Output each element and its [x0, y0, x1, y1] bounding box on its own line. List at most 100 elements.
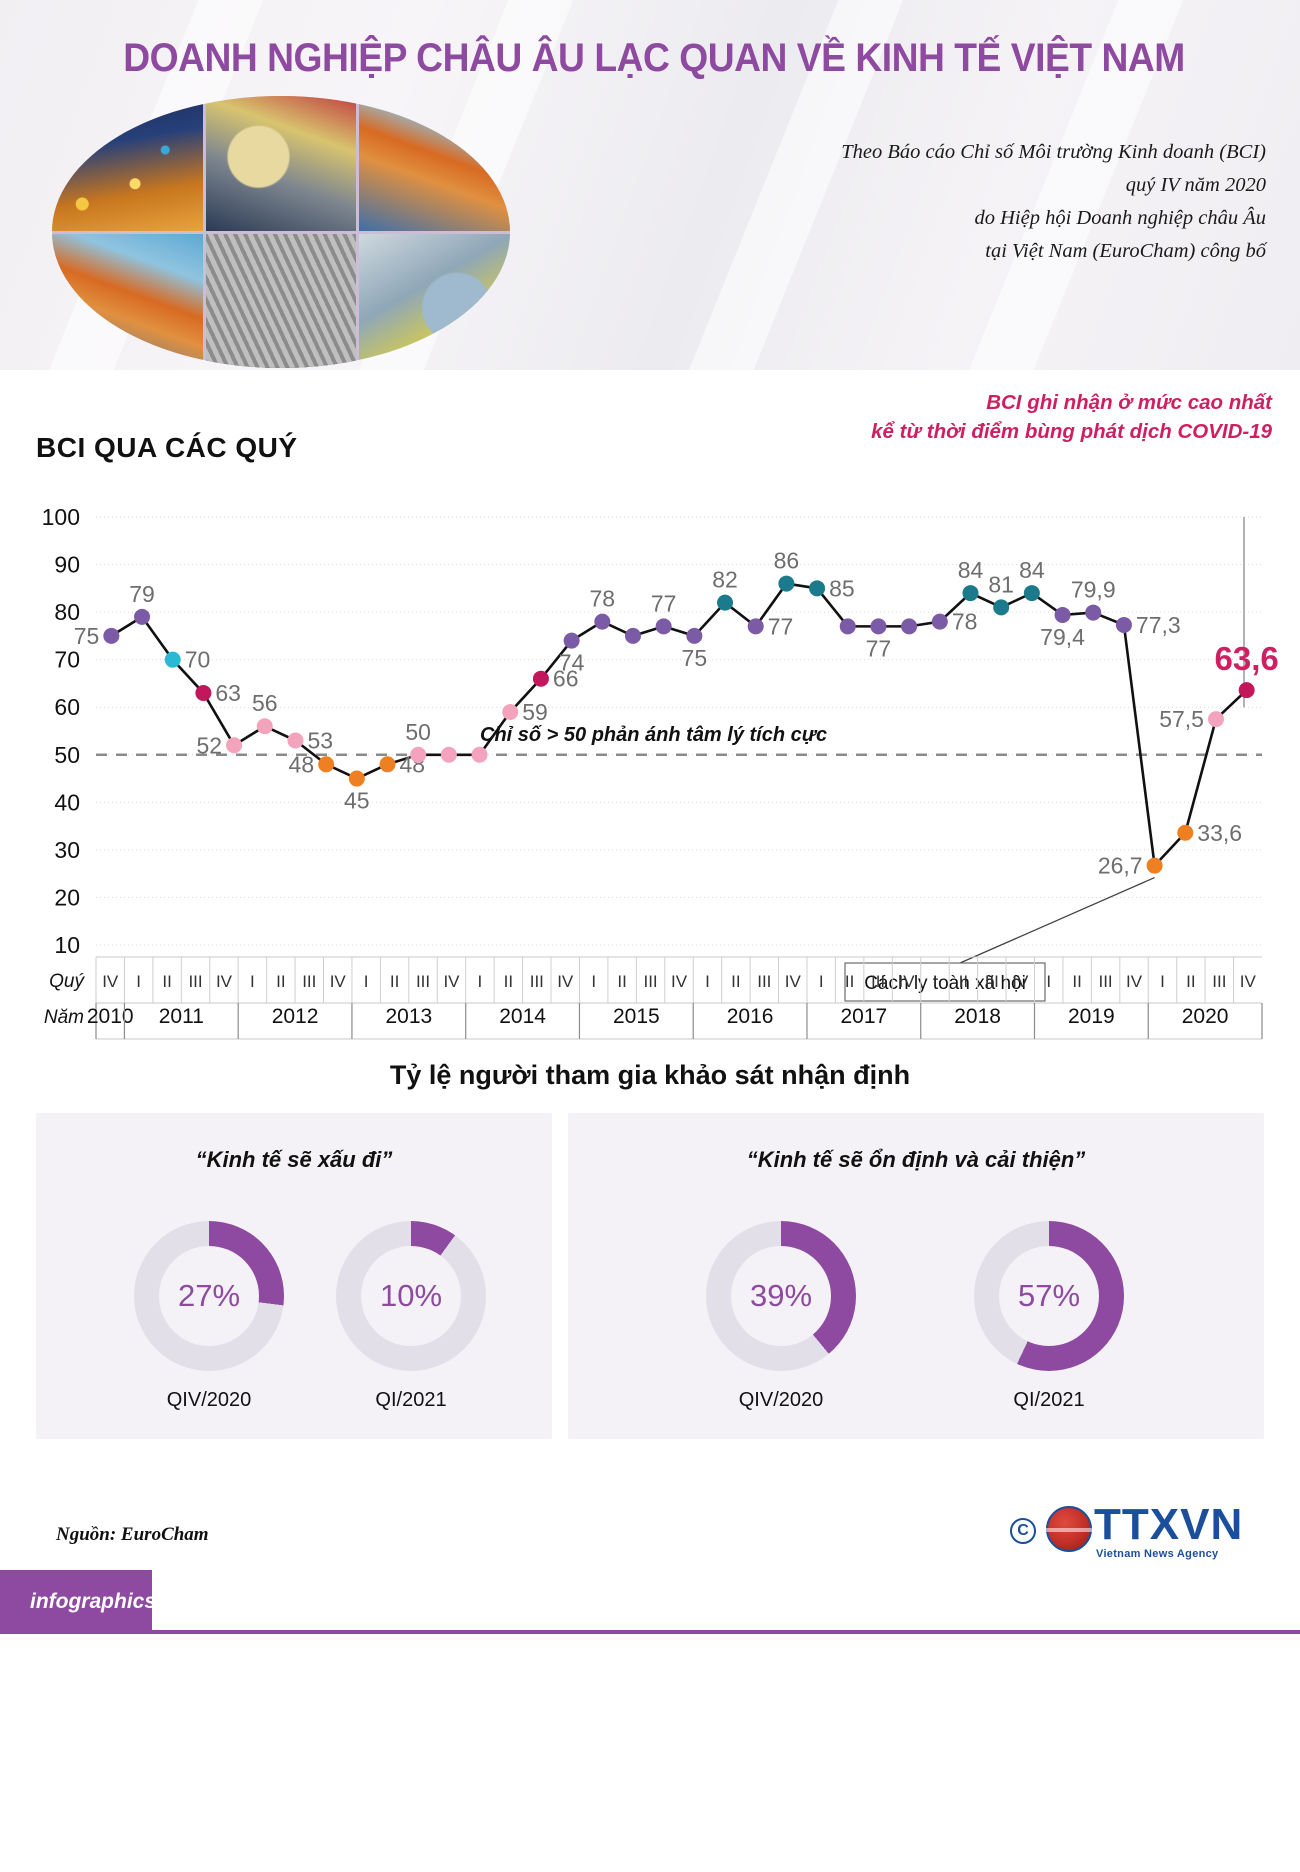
- data-point: [870, 618, 887, 635]
- data-point: [686, 627, 703, 644]
- donut-hole: 57%: [999, 1246, 1099, 1346]
- x-axis-quarter: II: [1186, 972, 1195, 991]
- photo-container-port: [52, 233, 203, 368]
- globe-icon: [1046, 1506, 1092, 1552]
- data-point: [348, 770, 365, 787]
- data-point: [379, 756, 396, 773]
- callout-label: Cách ly toàn xã hội: [864, 973, 1026, 994]
- subtitle-line: tại Việt Nam (EuroCham) công bố: [985, 240, 1266, 262]
- data-label: 48: [289, 751, 315, 777]
- y-axis-tick: 40: [54, 789, 80, 815]
- x-axis-quarter: IV: [216, 972, 233, 991]
- data-label: 78: [589, 586, 615, 612]
- page-title: DOANH NGHIỆP CHÂU ÂU LẠC QUAN VỀ KINH TẾ…: [123, 36, 1185, 80]
- data-label: 66: [553, 666, 579, 692]
- y-axis-tick: 70: [54, 647, 80, 673]
- footer-bar: [0, 1570, 1300, 1872]
- data-label: 52: [196, 732, 222, 758]
- subtitle-line: do Hiệp hội Doanh nghiệp châu Âu: [974, 207, 1266, 229]
- data-point: [256, 718, 273, 735]
- data-label: 53: [307, 728, 333, 754]
- x-axis-year: 2019: [1068, 1005, 1115, 1028]
- x-axis-quarter: I: [933, 972, 938, 991]
- panel-economy-worse: “Kinh tế sẽ xấu đi” 27% QIV/2020 10% QI/…: [36, 1113, 552, 1439]
- site-url: infographics.vn: [30, 1590, 187, 1613]
- data-point: [901, 618, 918, 635]
- x-axis-quarter: II: [845, 972, 854, 991]
- x-axis-quarter: III: [1098, 972, 1112, 991]
- donuts-heading: Tỷ lệ người tham gia khảo sát nhận định: [389, 1060, 911, 1090]
- data-point: [226, 737, 243, 754]
- donut-worse-q1-2021: 10% QI/2021: [336, 1221, 486, 1411]
- logo-wordmark: TTXVN: [1094, 1500, 1244, 1549]
- data-point: [1238, 682, 1255, 699]
- x-axis-year: 2014: [499, 1005, 546, 1028]
- x-axis-quarter: II: [276, 972, 285, 991]
- donut-stable-q1-2021: 57% QI/2021: [974, 1221, 1124, 1411]
- data-label: 85: [829, 575, 855, 601]
- x-axis-quarter: I: [819, 972, 824, 991]
- footer-white-band: [0, 1570, 1300, 1630]
- donut-stable-q4-2020: 39% QIV/2020: [706, 1221, 856, 1411]
- data-point: [655, 618, 672, 635]
- data-label: 77: [651, 590, 677, 616]
- photo-factory-machinery: [205, 96, 357, 231]
- data-label: 84: [958, 557, 984, 583]
- data-point: [809, 580, 826, 597]
- year-axis-label: Năm: [44, 1007, 84, 1028]
- x-axis-year: 2020: [1182, 1005, 1229, 1028]
- y-axis-tick: 10: [54, 932, 80, 958]
- x-axis-quarter: II: [731, 972, 740, 991]
- donut-percent: 10%: [379, 1278, 443, 1313]
- x-axis-quarter: IV: [1240, 972, 1257, 991]
- ttxvn-logo: C TTXVN Vietnam News Agency: [1010, 1496, 1270, 1576]
- x-axis-quarter: IV: [1126, 972, 1143, 991]
- x-axis-quarter: III: [1212, 972, 1226, 991]
- panel-label: “Kinh tế sẽ xấu đi”: [195, 1147, 393, 1172]
- note-line: BCI ghi nhận ở mức cao nhất: [986, 391, 1272, 414]
- x-axis-year: 2018: [954, 1005, 1001, 1028]
- data-point: [594, 613, 611, 630]
- footer-purple-block: [0, 1570, 152, 1630]
- note-line: kể từ thời điểm bùng phát dịch COVID-19: [871, 420, 1272, 443]
- footer-accent-line: [0, 1630, 1300, 1634]
- threshold-note: Chỉ số > 50 phản ánh tâm lý tích cực: [480, 724, 827, 746]
- data-label: 77,3: [1136, 612, 1181, 638]
- x-axis-quarter: III: [985, 972, 999, 991]
- donut-percent: 27%: [177, 1278, 241, 1313]
- data-point: [778, 575, 795, 592]
- data-point: [624, 627, 641, 644]
- data-point: [839, 618, 856, 635]
- x-axis-quarter: I: [1046, 972, 1051, 991]
- data-label: 77: [866, 635, 892, 661]
- y-axis-tick: 80: [54, 599, 80, 625]
- x-axis-year: 2016: [727, 1005, 774, 1028]
- data-point: [164, 651, 181, 668]
- data-label: 79,9: [1071, 577, 1116, 603]
- x-axis-quarter: IV: [102, 972, 119, 991]
- photo-collage: [52, 96, 510, 368]
- data-point: [1085, 604, 1102, 621]
- data-label: 26,7: [1098, 853, 1143, 879]
- data-point: [287, 732, 304, 749]
- data-label: 79: [129, 581, 155, 607]
- x-axis-quarter: III: [416, 972, 430, 991]
- x-axis-quarter: IV: [557, 972, 574, 991]
- data-label: 79,4: [1040, 624, 1085, 650]
- data-label: 56: [252, 690, 278, 716]
- data-point: [563, 632, 580, 649]
- y-axis-tick: 30: [54, 837, 80, 863]
- data-label: 81: [988, 571, 1014, 597]
- logo-agency-name: Vietnam News Agency: [1096, 1548, 1219, 1560]
- x-axis-quarter: IV: [330, 972, 347, 991]
- x-axis-quarter: I: [364, 972, 369, 991]
- donut-hole: 10%: [361, 1246, 461, 1346]
- subtitle-line: Theo Báo cáo Chỉ số Môi trường Kinh doan…: [841, 141, 1266, 163]
- x-axis-quarter: IV: [671, 972, 688, 991]
- data-point: [532, 670, 549, 687]
- x-axis-year: 2010: [87, 1005, 134, 1028]
- data-point: [1115, 616, 1132, 633]
- header-banner: DOANH NGHIỆP CHÂU ÂU LẠC QUAN VỀ KINH TẾ…: [0, 0, 1300, 370]
- x-axis-quarter: IV: [785, 972, 802, 991]
- panel-label: “Kinh tế sẽ ổn định và cải thiện”: [746, 1147, 1086, 1172]
